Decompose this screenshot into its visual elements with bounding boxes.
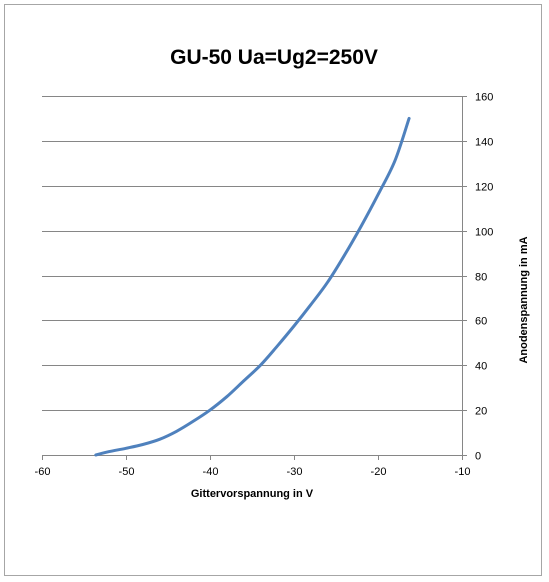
y-tick-label: 100 (475, 227, 493, 239)
y-tick-label: 120 (475, 182, 493, 194)
x-tick-label: -50 (119, 466, 135, 478)
x-tick-label: -10 (455, 466, 471, 478)
series-line[interactable] (94, 116, 411, 457)
axes (42, 96, 467, 460)
x-axis-title: Gittervorspannung in V (191, 488, 314, 500)
y-tick-label: 60 (475, 316, 487, 328)
chart-title: GU-50 Ua=Ug2=250V (170, 46, 378, 69)
series-layer[interactable] (94, 116, 411, 457)
x-tick-label: -20 (371, 466, 387, 478)
y-tick-label: 20 (475, 406, 487, 418)
chart-frame[interactable] (4, 4, 542, 576)
x-tick-label: -30 (287, 466, 303, 478)
tick-labels: 0 20 40 60 80 100 120 140 160 -60 -50 -40 -30 -20 -10 (35, 92, 494, 479)
y-tick-label: 140 (475, 137, 493, 149)
y-tick-label: 80 (475, 272, 487, 284)
gridlines (42, 96, 462, 411)
y-axis-title: Anodenspannung in mA (518, 236, 530, 363)
y-tick-label: 0 (475, 451, 481, 463)
y-tick-label: 40 (475, 361, 487, 373)
x-tick-label: -60 (35, 466, 51, 478)
x-tick-label: -40 (203, 466, 219, 478)
y-tick-label: 160 (475, 92, 493, 104)
